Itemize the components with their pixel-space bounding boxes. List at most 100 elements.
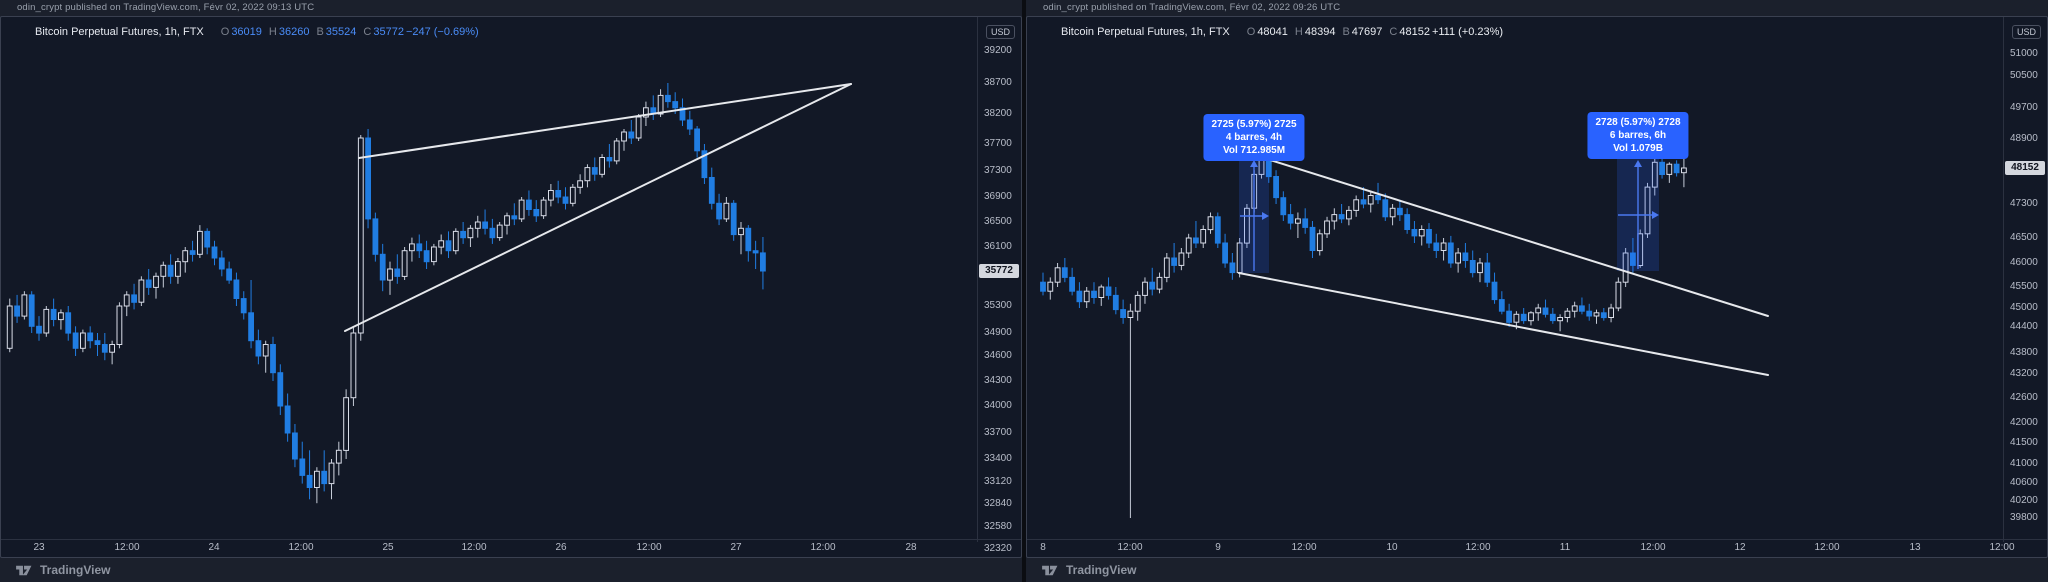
ohlc-value: 35524 — [325, 26, 357, 38]
symbol-name[interactable]: Bitcoin Perpetual Futures, 1h, FTX — [1061, 26, 1230, 38]
candle-down — [1673, 163, 1680, 174]
candle-down — [1120, 309, 1126, 319]
price-tick-label: 41000 — [2010, 458, 2038, 469]
candle-up — [1455, 252, 1462, 264]
candle-down — [1542, 307, 1549, 315]
candle-up — [540, 199, 547, 217]
candle-up — [599, 157, 606, 175]
candle-up — [1156, 276, 1163, 290]
candle-up — [657, 94, 664, 115]
candle-down — [1193, 237, 1199, 244]
ohlc-values: O 48041 H 48394 B 47697 C 48152 +111 (+0.23%) — [1240, 26, 1503, 38]
candle-up — [643, 107, 649, 118]
price-tick-label: 33700 — [984, 427, 1012, 438]
ohlc-key: H — [268, 26, 277, 38]
ohlc-key: H — [1294, 26, 1303, 38]
candle-down — [1382, 199, 1389, 218]
candle-up — [452, 230, 459, 252]
candle-up — [1331, 214, 1338, 222]
price-tick-label: 33400 — [984, 453, 1012, 464]
time-tick-label: 11 — [1559, 542, 1571, 553]
time-tick-label: 28 — [905, 542, 917, 553]
candle-down — [306, 474, 313, 488]
chart-card: Bitcoin Perpetual Futures, 1h, FTX O 48041… — [1026, 16, 2048, 558]
candlestick-canvas[interactable] — [1, 17, 979, 543]
candle-up — [1098, 286, 1105, 298]
time-tick-label: 12:00 — [288, 542, 314, 553]
candle-up — [1200, 229, 1207, 244]
candle-up — [153, 275, 159, 288]
candle-up — [401, 250, 408, 277]
currency-unit-chip[interactable]: USD — [2012, 25, 2042, 39]
candle-up — [175, 261, 181, 277]
currency-unit-chip[interactable]: USD — [986, 25, 1016, 39]
price-tick-label: 40600 — [2010, 477, 2038, 488]
price-axis[interactable]: USD 52000 51000 50500 49700 48900 47300 46500 4… — [2003, 17, 2047, 542]
candle-down — [189, 250, 196, 255]
candle-down — [1069, 276, 1076, 292]
candle-down — [379, 253, 386, 281]
candle-down — [1506, 310, 1513, 323]
candle-up — [584, 167, 591, 182]
candle-up — [613, 140, 620, 162]
candle-up — [548, 190, 554, 201]
time-axis[interactable]: 23 12:00 24 12:00 25 12:00 26 12:00 27 12:00 28 — [1, 539, 1021, 557]
tradingview-logo-icon[interactable] — [1040, 563, 1059, 578]
candlestick-canvas[interactable] — [1027, 17, 2003, 543]
candle-down — [365, 137, 372, 220]
price-tick-label: 34600 — [984, 350, 1012, 361]
candle-down — [218, 257, 225, 270]
price-tick-label: 36100 — [984, 241, 1012, 252]
candle-down — [672, 101, 679, 109]
candle-down — [1375, 195, 1381, 201]
price-tick-label: 49700 — [2010, 102, 2038, 113]
measure-price-arrowhead — [1250, 160, 1258, 167]
candle-down — [482, 221, 489, 229]
price-axis[interactable]: USD 39200 38700 38200 37700 37300 36900 36500 3… — [977, 17, 1021, 554]
candle-down — [679, 107, 686, 121]
candle-up — [504, 215, 510, 226]
price-tick-label: 39800 — [2010, 512, 2038, 523]
candle-up — [314, 470, 320, 488]
symbol-title-row: Bitcoin Perpetual Futures, 1h, FTX O 48041… — [1061, 26, 1503, 38]
candle-down — [460, 230, 467, 239]
candle-down — [167, 264, 174, 277]
candle-down — [255, 340, 262, 357]
candle-up — [1163, 257, 1170, 278]
candle-up — [1367, 195, 1374, 205]
candle-down — [1091, 290, 1097, 299]
candle-up — [116, 305, 123, 345]
candle-down — [1433, 242, 1440, 251]
time-tick-label: 13 — [1909, 542, 1921, 553]
candle-down — [1579, 305, 1585, 312]
symbol-name[interactable]: Bitcoin Perpetual Futures, 1h, FTX — [35, 26, 204, 38]
candle-down — [1309, 226, 1316, 251]
candle-up — [1666, 163, 1673, 175]
brand-name[interactable]: TradingView — [40, 563, 111, 577]
candle-down — [511, 215, 518, 220]
ohlc-values: O 36019 H 36260 B 35524 C 35772 −247 (−0.69%) — [214, 26, 479, 38]
candle-up — [431, 246, 437, 263]
time-tick-label: 12:00 — [1465, 542, 1491, 553]
candle-down — [72, 332, 79, 349]
ohlc-key: O — [220, 26, 230, 38]
time-tick-label: 12:00 — [1814, 542, 1840, 553]
ohlc-key: C — [363, 26, 372, 38]
tradingview-logo-icon[interactable] — [14, 563, 33, 578]
candle-down — [248, 312, 254, 342]
measure-label[interactable]: 2725 (5.97%) 2725 4 barres, 4h Vol 712.985… — [1203, 114, 1305, 161]
ohlc-key: B — [316, 26, 324, 38]
ohlc-value: 36260 — [278, 26, 310, 38]
brand-name[interactable]: TradingView — [1066, 563, 1137, 577]
candle-up — [1651, 161, 1658, 188]
candle-up — [1593, 312, 1600, 317]
time-tick-label: 12 — [1734, 542, 1746, 553]
candle-down — [1484, 262, 1491, 283]
candle-up — [577, 180, 584, 188]
measure-label[interactable]: 2728 (5.97%) 2728 6 barres, 6h Vol 1.079B — [1587, 112, 1689, 159]
candle-up — [328, 462, 335, 485]
time-axis[interactable]: 8 12:00 9 12:00 10 12:00 11 12:00 12 12:00 13 12:00 — [1027, 539, 2047, 557]
candle-down — [708, 177, 715, 204]
trendline — [1238, 272, 1769, 376]
time-tick-label: 12:00 — [636, 542, 662, 553]
